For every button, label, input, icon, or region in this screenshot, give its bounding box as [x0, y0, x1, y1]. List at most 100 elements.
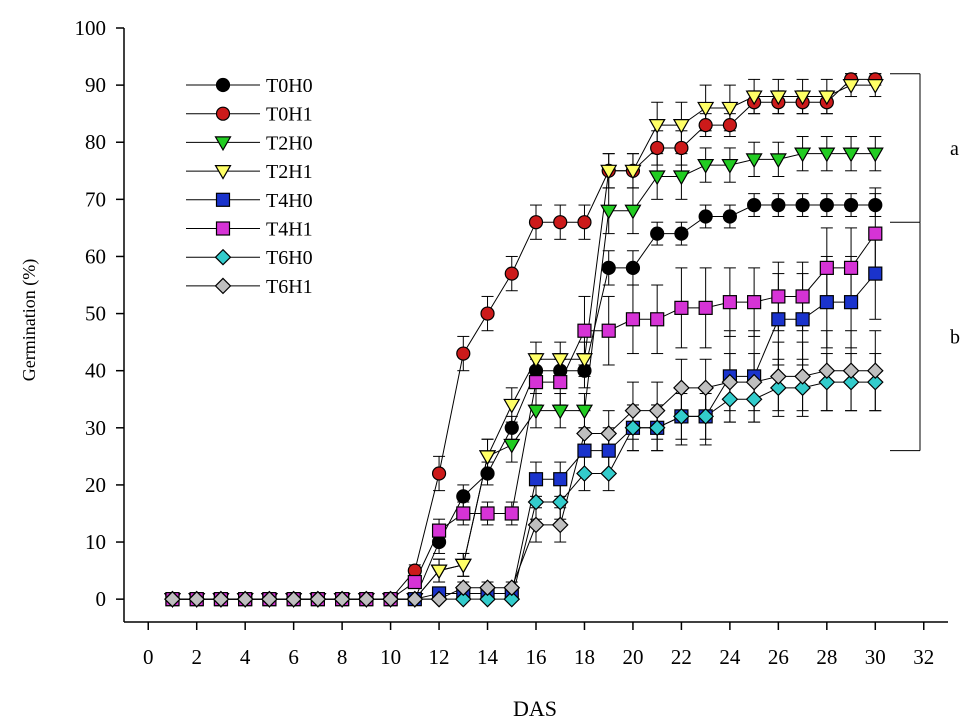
data-point-t2h0: [818, 147, 836, 163]
series-markers: [163, 72, 884, 608]
data-point-t0h0: [650, 226, 665, 241]
data-point-t2h0: [866, 147, 884, 163]
data-point-t2h1: [794, 90, 812, 106]
legend: T0H0 T0H1 T2H0 T2H1 T4H0 T4H1 T6H0 T6H1: [186, 75, 313, 298]
data-point-t6h1: [673, 379, 690, 397]
data-point-t6h0: [479, 590, 496, 608]
data-point-t4h1: [528, 375, 544, 390]
data-point-t2h0: [527, 404, 545, 420]
data-point-t6h1: [503, 579, 521, 597]
data-point-t6h0: [600, 465, 618, 482]
y-tick-label: 40: [85, 359, 106, 383]
data-point-t0h0: [771, 197, 786, 213]
data-point-t6h0: [673, 408, 690, 425]
data-point-t0h0: [480, 466, 495, 481]
data-point-t4h1: [674, 300, 689, 315]
data-point-t2h1: [575, 353, 594, 368]
legend-marker-t4h1: [215, 221, 231, 236]
data-point-t6h0: [794, 379, 811, 397]
data-point-t6h1: [358, 590, 375, 608]
data-point-t0h0: [698, 209, 713, 224]
data-point-t4h1: [577, 323, 592, 338]
y-tick-label: 30: [85, 416, 106, 440]
data-point-t4h1: [747, 295, 762, 310]
data-point-t2h1: [866, 79, 884, 94]
data-point-t0h0: [747, 197, 762, 213]
data-point-t0h0: [504, 420, 519, 435]
data-point-t2h1: [478, 450, 497, 466]
data-point-t0h0: [456, 489, 471, 504]
data-point-t2h0: [600, 204, 618, 220]
data-point-t0h0: [819, 197, 834, 213]
data-point-t4h0: [843, 295, 859, 310]
x-tick-label: 8: [337, 645, 348, 669]
data-point-t2h0: [648, 170, 666, 186]
x-tick-label: 30: [865, 645, 886, 669]
data-point-t0h1: [528, 215, 544, 230]
data-point-t4h1: [456, 506, 471, 521]
data-point-t2h1: [818, 90, 836, 106]
data-point-t4h0: [553, 472, 568, 487]
legend-marker-t0h0: [215, 77, 231, 93]
data-point-t0h0: [795, 197, 810, 213]
data-point-t6h0: [551, 493, 569, 511]
data-point-t6h0: [527, 493, 545, 511]
data-point-t6h1: [454, 579, 472, 597]
legend-label-t0h0: T0H0: [266, 75, 313, 97]
data-point-t2h1: [624, 164, 642, 180]
data-point-t0h0: [601, 260, 616, 275]
x-tick-label: 6: [288, 645, 299, 669]
data-point-t2h1: [672, 118, 690, 134]
data-point-t6h0: [454, 590, 472, 608]
data-point-t2h1: [721, 101, 739, 117]
series-line-t6h1: [172, 370, 876, 600]
data-point-t0h1: [650, 140, 665, 156]
data-point-t6h1: [382, 590, 399, 608]
data-point-t6h1: [261, 590, 278, 608]
data-point-t6h1: [624, 402, 642, 420]
data-point-t2h1: [769, 90, 787, 106]
legend-label-t4h0: T4H0: [266, 190, 313, 212]
data-point-t6h0: [842, 373, 860, 391]
data-point-t4h1: [795, 289, 810, 304]
data-point-t4h0: [528, 472, 544, 487]
data-point-t2h1: [551, 353, 569, 368]
x-tick-label: 12: [429, 645, 450, 669]
data-point-t2h1: [430, 564, 448, 580]
data-point-t0h1: [480, 306, 495, 321]
data-point-t6h1: [551, 516, 569, 534]
data-point-t2h0: [745, 153, 763, 169]
data-point-t4h0: [601, 443, 616, 458]
y-tick-label: 20: [85, 473, 106, 497]
x-tick-label: 24: [719, 645, 741, 669]
data-point-t4h0: [771, 312, 786, 327]
data-point-t4h1: [722, 295, 737, 310]
y-tick-label: 100: [75, 16, 107, 40]
data-point-t6h1: [648, 402, 666, 420]
x-tick-label: 0: [143, 645, 154, 669]
legend-marker-t2h0: [214, 136, 232, 152]
data-point-t4h1: [504, 506, 519, 521]
data-point-t6h1: [406, 590, 424, 608]
data-point-t2h0: [697, 158, 715, 174]
data-point-t0h1: [553, 215, 568, 230]
x-tick-label: 28: [816, 645, 837, 669]
data-point-t0h1: [722, 117, 737, 133]
legend-marker-t6h0: [214, 248, 232, 266]
x-axis-label: DAS: [513, 696, 557, 721]
y-tick-label: 50: [85, 302, 106, 326]
data-point-t2h0: [624, 204, 642, 220]
data-point-t6h1: [479, 579, 496, 597]
data-point-t6h0: [866, 373, 884, 391]
x-tick-label: 14: [477, 645, 499, 669]
x-tick-label: 4: [240, 645, 251, 669]
data-point-t2h1: [527, 353, 545, 368]
legend-marker-t0h1: [215, 106, 231, 121]
data-point-t6h1: [576, 425, 593, 442]
data-point-t4h1: [843, 260, 859, 275]
x-tick-label: 22: [671, 645, 692, 669]
data-point-t6h1: [866, 362, 884, 380]
data-point-t0h1: [577, 215, 592, 230]
